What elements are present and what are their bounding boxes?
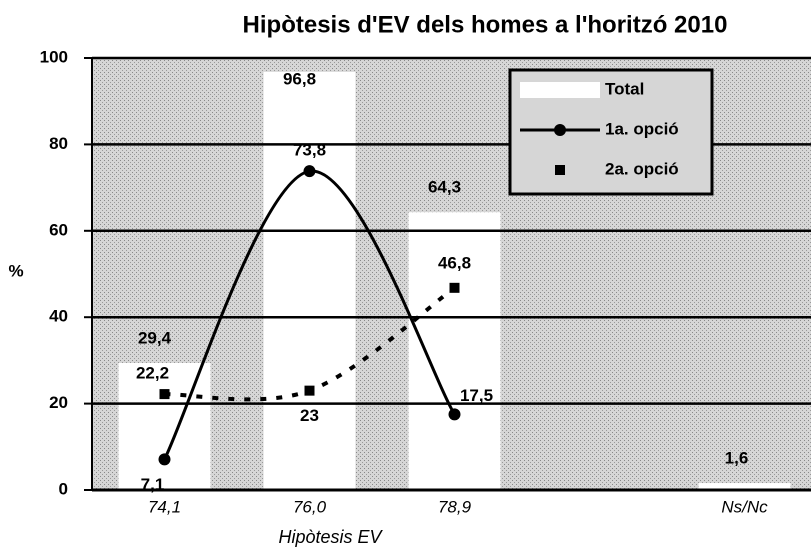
marker [303, 165, 316, 178]
data-label: 64,3 [428, 178, 461, 197]
data-label: 96,8 [283, 69, 316, 88]
bar [698, 483, 791, 490]
marker [304, 385, 315, 396]
legend-marker [555, 165, 565, 175]
y-axis-label: % [8, 261, 23, 280]
x-tick-label: 78,9 [438, 497, 472, 516]
chart-title: Hipòtesis d'EV dels homes a l'horitzó 20… [243, 11, 728, 38]
data-label: 7,1 [141, 475, 165, 494]
y-tick-label: 60 [49, 220, 68, 239]
y-tick-label: 20 [49, 393, 68, 412]
marker [449, 282, 460, 293]
marker [159, 389, 170, 400]
marker [158, 453, 171, 466]
x-tick-label: Ns/Nc [721, 497, 768, 516]
legend-label: Total [605, 79, 644, 98]
data-label: 73,8 [293, 141, 326, 160]
data-label: 23 [300, 406, 319, 425]
y-tick-label: 100 [40, 47, 68, 66]
marker [448, 408, 461, 421]
legend-marker [554, 124, 566, 136]
legend-label: 1a. opció [605, 119, 679, 138]
data-label: 1,6 [725, 449, 749, 468]
x-tick-label: 76,0 [293, 497, 327, 516]
x-tick-label: 74,1 [148, 497, 181, 516]
bar [263, 71, 356, 490]
x-axis-label: Hipòtesis EV [278, 527, 383, 547]
data-label: 29,4 [138, 328, 172, 347]
data-label: 46,8 [438, 253, 471, 272]
y-tick-label: 40 [49, 307, 68, 326]
legend-label: 2a. opció [605, 159, 679, 178]
legend-swatch [520, 82, 600, 98]
y-tick-label: 0 [59, 479, 68, 498]
data-label: 17,5 [460, 386, 493, 405]
y-tick-label: 80 [49, 134, 68, 153]
data-label: 22,2 [136, 364, 169, 383]
